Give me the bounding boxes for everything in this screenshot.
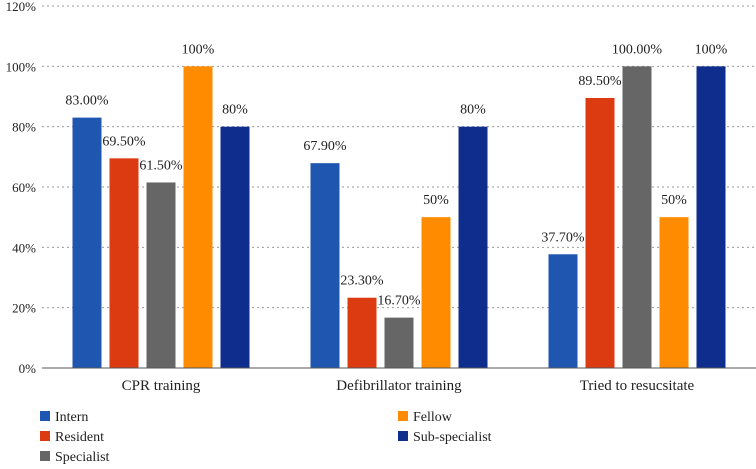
legend-label: Specialist (55, 450, 110, 465)
y-tick-label: 80% (12, 120, 36, 135)
legend-label: Sub-specialist (413, 430, 492, 445)
x-category-label: Tried to resucsitate (580, 378, 695, 394)
bar (384, 317, 414, 368)
bar (109, 158, 139, 368)
x-axis: CPR training Defibrillator training Tried … (42, 367, 756, 394)
bar (146, 182, 176, 368)
bar (622, 66, 652, 368)
bar (72, 117, 102, 368)
data-label: 83.00% (65, 94, 109, 109)
legend-swatch (40, 431, 50, 441)
data-labels: 83.00% 69.50% 61.50% 100% 80% 67.90% 23.30% 16.… (65, 42, 727, 308)
legend: Intern Resident Specialist Fellow Sub-specia… (40, 410, 492, 465)
y-tick-label: 0% (19, 361, 37, 376)
y-tick-label: 60% (12, 180, 36, 195)
bars (72, 66, 726, 369)
data-label: 50% (661, 193, 687, 208)
bar (183, 66, 213, 368)
bar (696, 66, 726, 368)
y-tick-label: 120% (6, 0, 37, 14)
legend-label: Resident (55, 430, 104, 445)
legend-label: Intern (55, 410, 88, 425)
legend-swatch (398, 431, 408, 441)
bar (310, 163, 340, 368)
x-category-label: CPR training (122, 378, 201, 394)
data-label: 61.50% (139, 158, 183, 173)
data-label: 67.90% (303, 139, 347, 154)
legend-swatch (40, 411, 50, 421)
data-label: 16.70% (377, 294, 421, 309)
y-tick-label: 100% (6, 59, 37, 74)
bar (659, 217, 689, 368)
bar (347, 297, 377, 368)
data-label: 80% (222, 103, 248, 118)
x-category-label: Defibrillator training (336, 378, 462, 394)
legend-swatch (40, 451, 50, 461)
data-label: 100% (182, 42, 215, 57)
y-axis-tick-labels: 0% 20% 40% 60% 80% 100% 120% (6, 0, 37, 376)
data-label: 100.00% (612, 42, 663, 57)
legend-swatch (398, 411, 408, 421)
data-label: 89.50% (578, 74, 622, 89)
bar (548, 254, 578, 368)
data-label: 100% (695, 42, 728, 57)
data-label: 37.70% (541, 230, 585, 245)
data-label: 80% (460, 103, 486, 118)
bar (220, 126, 250, 369)
data-label: 50% (423, 193, 449, 208)
data-label: 69.50% (102, 134, 146, 149)
legend-label: Fellow (413, 410, 453, 425)
bar (585, 98, 615, 368)
bar (458, 126, 488, 369)
data-label: 23.30% (340, 274, 384, 289)
y-tick-label: 20% (12, 301, 36, 316)
bar (421, 217, 451, 368)
y-tick-label: 40% (12, 240, 36, 255)
